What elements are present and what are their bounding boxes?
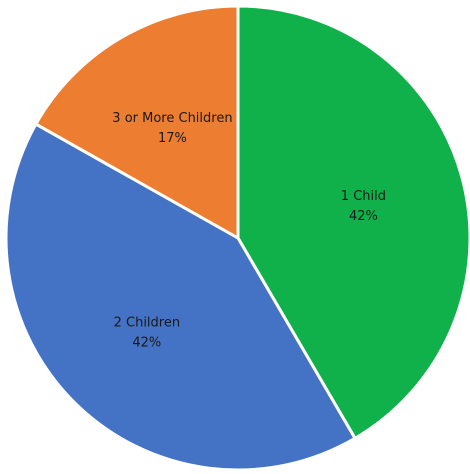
slice-label-3: 3 or More Children: [112, 111, 232, 126]
labels-layer: 1 Child 42% 2 Children 42% 3 or More Childre…: [112, 111, 386, 351]
slice-percent-3: 17%: [158, 131, 187, 146]
pie-slice-2: [4, 122, 357, 472]
slice-percent-1: 42%: [349, 209, 378, 224]
slice-label-2: 2 Children: [114, 316, 181, 331]
pie-slice-1: [236, 4, 470, 440]
slices-layer: [4, 4, 470, 472]
slice-percent-2: 42%: [132, 336, 161, 351]
slice-label-1: 1 Child: [341, 189, 386, 204]
pie-slice-3: [34, 4, 240, 240]
